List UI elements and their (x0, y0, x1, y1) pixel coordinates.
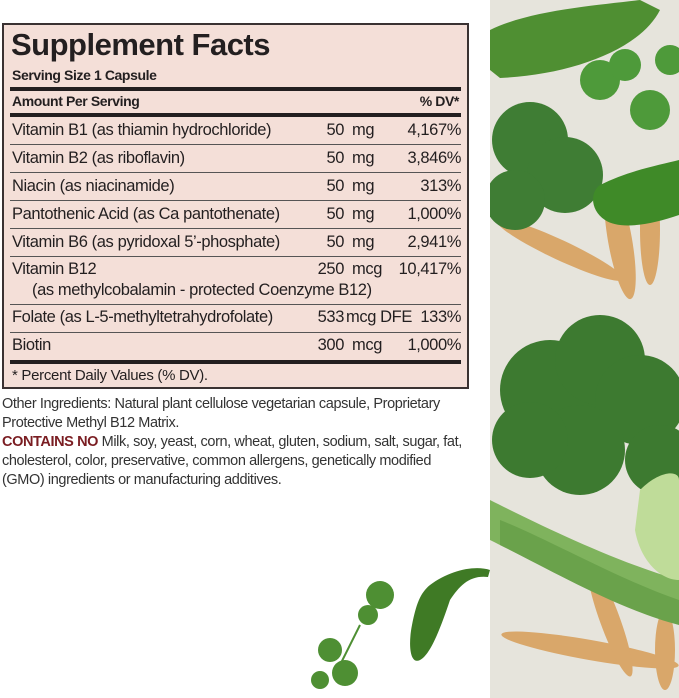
nutrient-dv: 1,000% (407, 205, 461, 223)
header-dv: % DV* (419, 93, 460, 109)
nutrient-row: Niacin (as niacinamide) 50 mg 313% (4, 173, 467, 200)
nutrient-row: Pantothenic Acid (as Ca pantothenate) 50… (4, 201, 467, 228)
nutrient-amount: 50 (326, 149, 344, 167)
nutrient-dv: 4,167% (407, 121, 461, 139)
vegetables-image (490, 0, 679, 698)
nutrient-dv: 1,000% (407, 336, 461, 354)
nutrient-name: Vitamin B1 (as thiamin hydrochloride) (12, 121, 272, 139)
divider (10, 228, 461, 229)
nutrient-amount: 50 (326, 177, 344, 195)
divider (10, 360, 461, 364)
nutrient-unit: mcg DFE (346, 308, 412, 326)
divider (10, 172, 461, 173)
contains-no-text: Milk, soy, yeast, corn, wheat, gluten, s… (2, 434, 462, 488)
nutrient-name: Pantothenic Acid (as Ca pantothenate) (12, 205, 280, 223)
nutrient-row: Folate (as L-5-methyltetrahydrofolate) 5… (4, 304, 467, 331)
nutrient-name: Vitamin B12 (12, 260, 97, 278)
nutrient-amount: 50 (326, 121, 344, 139)
divider (10, 256, 461, 257)
contains-no: CONTAINS NO Milk, soy, yeast, corn, whea… (2, 433, 472, 490)
nutrient-amount: 533 (317, 308, 345, 326)
nutrient-name: Vitamin B6 (as pyridoxal 5’-phosphate) (12, 233, 280, 251)
nutrient-dv: 313% (420, 177, 461, 195)
nutrient-amount: 300 (317, 336, 345, 354)
other-ingredients: Other Ingredients: Natural plant cellulo… (2, 396, 440, 431)
nutrient-source: (as methylcobalamin - protected Coenzyme… (32, 281, 372, 299)
nutrient-unit: mcg (352, 336, 382, 354)
label-title: Supplement Facts (11, 27, 271, 62)
nutrient-unit: mcg (352, 260, 382, 278)
header-amount-per-serving: Amount Per Serving (12, 93, 140, 109)
nutrient-name: Niacin (as niacinamide) (12, 177, 175, 195)
nutrient-row: Vitamin B12 (as methylcobalamin - protec… (4, 256, 467, 304)
nutrient-amount: 50 (326, 233, 344, 251)
nutrient-dv: 10,417% (398, 260, 462, 278)
nutrient-unit: mg (352, 177, 375, 195)
serving-size: Serving Size 1 Capsule (12, 67, 157, 83)
contains-no-label: CONTAINS NO (2, 434, 99, 450)
nutrient-amount: 250 (317, 260, 345, 278)
nutrient-dv: 3,846% (407, 149, 461, 167)
nutrient-name: Folate (as L-5-methyltetrahydrofolate) (12, 308, 273, 326)
pepper-cilantro-image (311, 568, 490, 689)
divider (10, 113, 461, 117)
divider (10, 200, 461, 201)
nutrient-unit: mg (352, 149, 375, 167)
nutrient-unit: mg (352, 121, 375, 139)
nutrient-row: Vitamin B1 (as thiamin hydrochloride) 50… (4, 117, 467, 144)
supplement-facts-label: Supplement Facts Serving Size 1 Capsule … (2, 23, 469, 389)
nutrient-name: Biotin (12, 336, 51, 354)
nutrient-row: Biotin 300 mcg 1,000% (4, 332, 467, 359)
footnote: * Percent Daily Values (% DV). (12, 367, 208, 384)
divider (10, 87, 461, 91)
divider (10, 304, 461, 305)
nutrient-dv: 133% (420, 308, 461, 326)
divider (10, 144, 461, 145)
nutrient-dv: 2,941% (407, 233, 461, 251)
nutrient-row: Vitamin B2 (as riboflavin) 50 mg 3,846% (4, 145, 467, 172)
divider (10, 332, 461, 333)
text-panel: Supplement Facts Serving Size 1 Capsule … (2, 23, 490, 689)
nutrient-unit: mg (352, 205, 375, 223)
nutrient-unit: mg (352, 233, 375, 251)
nutrient-name: Vitamin B2 (as riboflavin) (12, 149, 185, 167)
nutrient-amount: 50 (326, 205, 344, 223)
nutrient-row: Vitamin B6 (as pyridoxal 5’-phosphate) 5… (4, 229, 467, 256)
